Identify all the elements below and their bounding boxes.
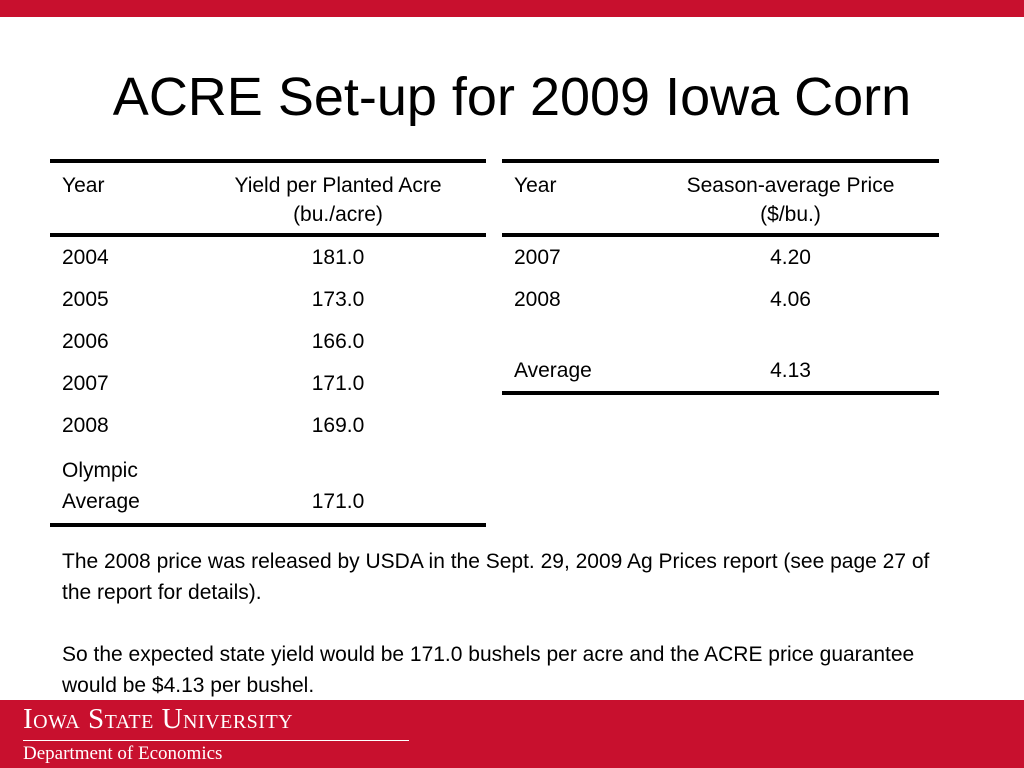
price-average-row: Average 4.13 — [502, 351, 939, 393]
price-average-label: Average — [514, 359, 592, 382]
year-cell: 2007 — [62, 372, 109, 395]
yield-cell: 173.0 — [311, 288, 365, 311]
olympic-average-row: Olympic Average 171.0 — [50, 447, 486, 525]
table-row: 2008 169.0 — [50, 405, 486, 447]
university-logo: Iowa State University — [23, 703, 294, 735]
price-value-header-line1: Season-average Price — [686, 174, 895, 197]
top-accent-bar — [0, 0, 1024, 17]
yield-table: Year Yield per Planted Acre (bu./acre) 2… — [50, 159, 486, 527]
yield-table-header: Year Yield per Planted Acre (bu./acre) — [50, 161, 486, 235]
year-cell: 2008 — [62, 414, 109, 437]
table-row: 2007 4.20 — [502, 235, 939, 279]
yield-cell: 169.0 — [311, 414, 365, 437]
spacer-cell — [502, 321, 630, 351]
price-cell: 4.20 — [770, 246, 811, 269]
olympic-average-label-line2: Average — [62, 490, 140, 513]
price-cell: 4.06 — [770, 288, 811, 311]
price-release-note: The 2008 price was released by USDA in t… — [62, 550, 930, 604]
notes: The 2008 price was released by USDA in t… — [62, 546, 962, 701]
department-name: Department of Economics — [23, 743, 223, 764]
price-value-header-line2: ($/bu.) — [760, 203, 821, 226]
olympic-average-value: 171.0 — [311, 490, 365, 513]
spacer-row — [502, 321, 939, 351]
guarantee-note: So the expected state yield would be 171… — [62, 643, 915, 697]
yield-value-header-line2: (bu./acre) — [293, 203, 383, 226]
table-row: 2004 181.0 — [50, 235, 486, 279]
table-row: 2007 171.0 — [50, 363, 486, 405]
table-row: 2005 173.0 — [50, 279, 486, 321]
price-table: Year Season-average Price ($/bu.) 2007 4… — [502, 159, 939, 395]
yield-cell: 166.0 — [311, 330, 365, 353]
olympic-average-label-line1: Olympic — [62, 459, 138, 482]
price-average-value: 4.13 — [770, 359, 811, 382]
price-value-header: Season-average Price ($/bu.) — [630, 161, 939, 235]
table-row: 2006 166.0 — [50, 321, 486, 363]
yield-year-header: Year — [62, 174, 105, 197]
yield-cell: 181.0 — [311, 246, 365, 269]
yield-value-header: Yield per Planted Acre (bu./acre) — [178, 161, 486, 235]
year-cell: 2006 — [62, 330, 109, 353]
slide-title: ACRE Set-up for 2009 Iowa Corn — [112, 67, 912, 127]
footer-bar — [0, 700, 1024, 768]
price-table-header: Year Season-average Price ($/bu.) — [502, 161, 939, 235]
footer-divider — [23, 740, 409, 741]
price-year-header: Year — [514, 174, 557, 197]
year-cell: 2007 — [514, 246, 561, 269]
year-cell: 2008 — [514, 288, 561, 311]
year-cell: 2005 — [62, 288, 109, 311]
yield-value-header-line1: Yield per Planted Acre — [234, 174, 442, 197]
spacer-cell — [630, 321, 939, 351]
year-cell: 2004 — [62, 246, 109, 269]
table-row: 2008 4.06 — [502, 279, 939, 321]
olympic-average-label: Olympic Average — [50, 447, 178, 525]
yield-cell: 171.0 — [311, 372, 365, 395]
